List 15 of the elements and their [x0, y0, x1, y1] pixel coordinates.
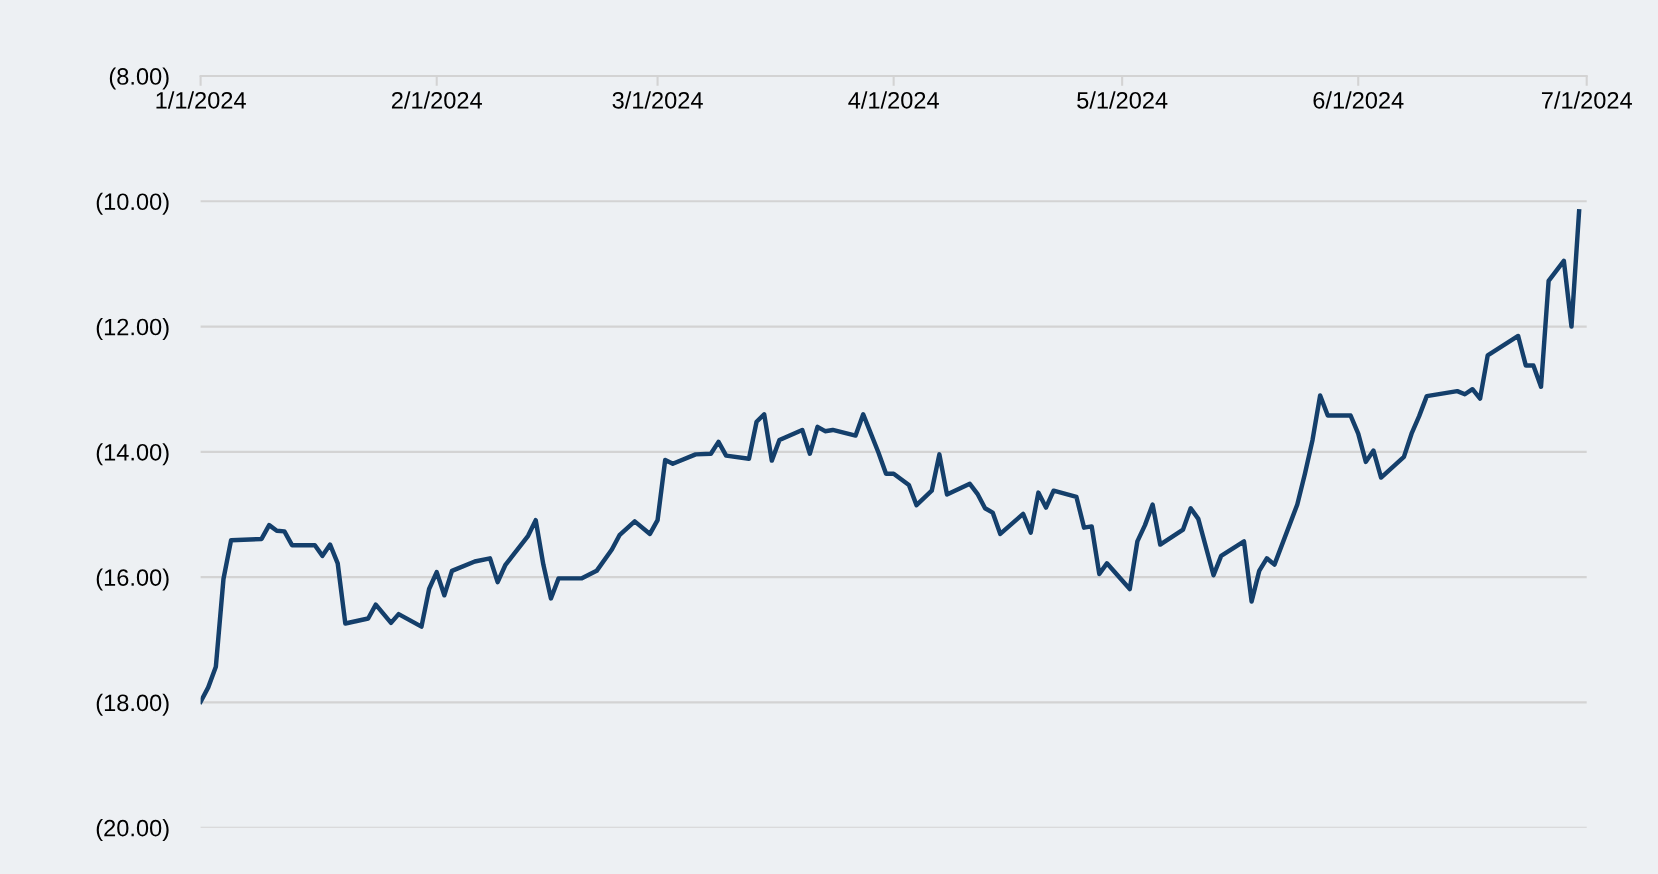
- x-tick-label: 3/1/2024: [612, 91, 703, 109]
- y-tick-label: (18.00): [96, 693, 169, 716]
- x-tick-label: 6/1/2024: [1313, 91, 1404, 109]
- y-tick-label: (8.00): [109, 67, 169, 90]
- x-tick-label: 2/1/2024: [391, 91, 482, 109]
- x-tick-label: 5/1/2024: [1077, 91, 1168, 109]
- y-tick-label: (10.00): [96, 192, 169, 215]
- x-tick-label: 7/1/2024: [1541, 91, 1632, 109]
- y-tick-label: (14.00): [96, 443, 169, 466]
- x-tick-label: 4/1/2024: [848, 91, 939, 109]
- y-tick-label: (20.00): [96, 819, 169, 842]
- line-series: [200, 209, 1582, 704]
- y-tick-label: (16.00): [96, 568, 169, 591]
- x-tick-label: 1/1/2024: [156, 91, 246, 109]
- y-tick-label: (12.00): [96, 318, 169, 341]
